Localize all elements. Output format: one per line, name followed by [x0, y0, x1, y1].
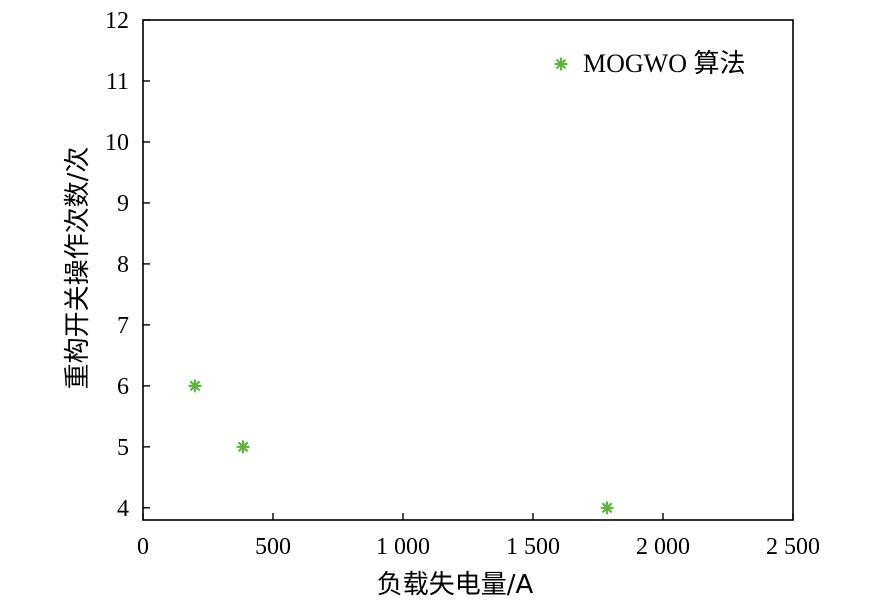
y-tick-label: 4: [117, 496, 129, 522]
data-point: [236, 440, 250, 454]
x-tick-label: 1 500: [506, 534, 560, 560]
y-axis-ticks: 4 5 6 7 8 9 10 11 12: [105, 8, 150, 522]
y-tick-label: 11: [106, 69, 129, 95]
data-point: [600, 501, 614, 515]
y-tick-label: 7: [117, 313, 129, 339]
y-tick-label: 8: [117, 252, 129, 278]
plot-frame: [142, 19, 794, 521]
y-tick-label: 12: [105, 8, 129, 34]
legend-label: MOGWO 算法: [583, 49, 746, 78]
y-tick-label: 9: [117, 191, 129, 217]
x-tick-label: 1 000: [376, 534, 430, 560]
legend: MOGWO 算法: [554, 49, 746, 78]
x-tick-label: 0: [137, 534, 149, 560]
x-tick-label: 500: [255, 534, 291, 560]
legend-marker: [554, 57, 568, 71]
y-tick-label: 10: [105, 130, 129, 156]
y-tick-label: 6: [117, 374, 129, 400]
x-axis-title: 负载失电量/A: [377, 570, 534, 600]
y-tick-label: 5: [117, 435, 129, 461]
x-tick-label: 2 000: [636, 534, 690, 560]
data-point: [188, 379, 202, 393]
data-points: [188, 379, 614, 515]
x-axis-ticks: 0 500 1 000 1 500 2 000 2 500: [137, 513, 820, 560]
y-axis-title: 重构开关操作次数/次: [63, 147, 93, 390]
x-tick-label: 2 500: [766, 534, 820, 560]
legend-asterisk-icon: [554, 57, 568, 71]
plot-border: [142, 19, 794, 521]
